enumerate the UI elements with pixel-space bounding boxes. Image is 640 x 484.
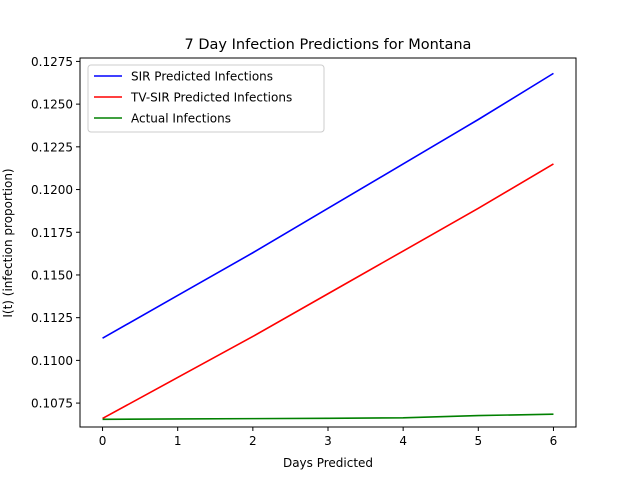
x-axis-label: Days Predicted xyxy=(283,456,373,470)
plot-lines xyxy=(102,72,554,421)
x-tick-label: 4 xyxy=(399,434,407,448)
y-tick-label: 0.1125 xyxy=(31,311,73,325)
series-line-1 xyxy=(102,163,554,420)
y-tick-label: 0.1225 xyxy=(31,140,73,154)
y-tick-label: 0.1075 xyxy=(31,397,73,411)
y-tick-label: 0.1100 xyxy=(31,354,73,368)
series-line-0 xyxy=(102,72,554,339)
x-axis-ticks: 0 1 2 3 4 5 6 xyxy=(99,427,558,448)
series-line-2 xyxy=(102,413,554,421)
x-tick-label: 6 xyxy=(550,434,558,448)
x-tick-label: 1 xyxy=(174,434,182,448)
y-tick-label: 0.1250 xyxy=(31,98,73,112)
plot-frame xyxy=(79,57,577,428)
y-tick-label: 0.1200 xyxy=(31,183,73,197)
legend-label-1: TV-SIR Predicted Infections xyxy=(130,91,292,105)
legend-box xyxy=(87,64,325,133)
y-tick-label: 0.1275 xyxy=(31,55,73,69)
y-tick-label: 0.1150 xyxy=(31,268,73,282)
x-tick-label: 3 xyxy=(324,434,332,448)
y-axis-ticks: 0.1075 0.1100 0.1125 0.1150 0.1175 0.1200 0.12… xyxy=(31,55,80,411)
y-axis-label: I(t) (infection proportion) xyxy=(1,168,15,317)
y-tick-label: 0.1175 xyxy=(31,226,73,240)
legend-label-2: Actual Infections xyxy=(131,112,231,126)
x-tick-label: 0 xyxy=(99,434,107,448)
x-tick-label: 2 xyxy=(249,434,257,448)
legend-label-0: SIR Predicted Infections xyxy=(131,70,273,84)
x-tick-label: 5 xyxy=(474,434,482,448)
legend: SIR Predicted Infections TV-SIR Predicted… xyxy=(87,64,325,133)
chart-title: 7 Day Infection Predictions for Montana xyxy=(185,37,472,53)
